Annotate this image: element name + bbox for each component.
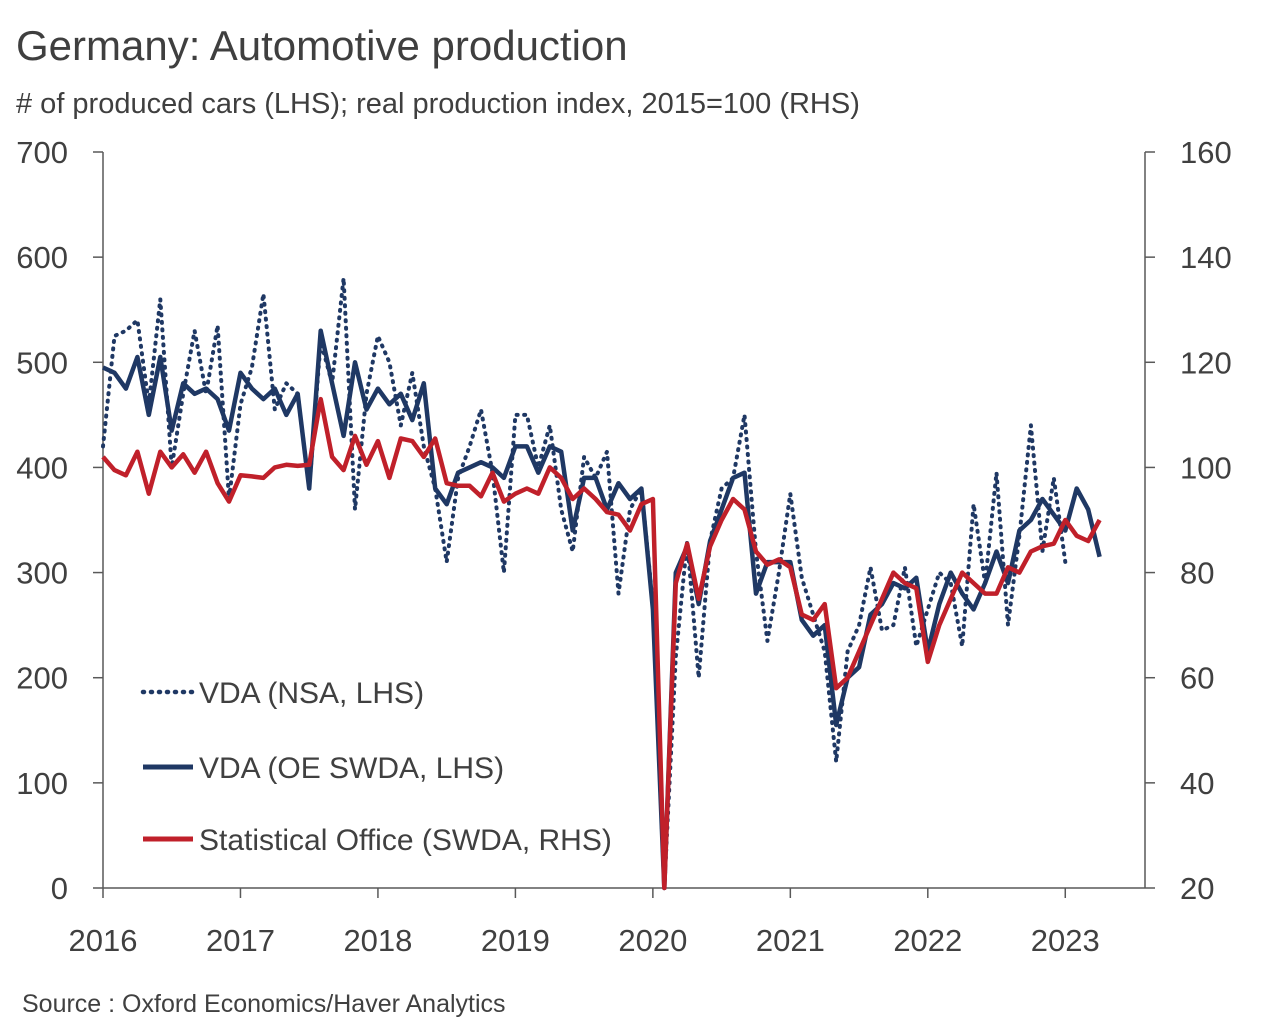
left-tick-label: 300 <box>16 556 68 591</box>
chart-subtitle: # of produced cars (LHS); real productio… <box>16 88 860 120</box>
left-tick-label: 200 <box>16 661 68 696</box>
series-lines <box>101 276 1102 891</box>
series-stat-office-legend-label: Statistical Office (SWDA, RHS) <box>199 824 612 857</box>
left-tick-label: 0 <box>51 871 68 906</box>
right-tick-label: 100 <box>1180 450 1232 485</box>
x-tick-label: 2017 <box>206 923 275 958</box>
axes: 0 100 200 300 400 500 600 700 20 40 60 80 100 120 140 1… <box>16 135 1231 958</box>
series-vda-nsa-legend-label: VDA (NSA, LHS) <box>199 677 424 710</box>
x-tick-label: 2020 <box>618 923 687 958</box>
left-tick-label: 100 <box>16 766 68 801</box>
x-tick-label: 2021 <box>756 923 825 958</box>
x-tick-label: 2022 <box>893 923 962 958</box>
x-tick-label: 2016 <box>69 923 138 958</box>
chart-title: Germany: Automotive production <box>16 22 628 69</box>
left-tick-label: 600 <box>16 240 68 275</box>
left-tick-label: 500 <box>16 345 68 380</box>
left-tick-label: 700 <box>16 135 68 170</box>
left-tick-label: 400 <box>16 450 68 485</box>
right-tick-label: 80 <box>1180 556 1214 591</box>
right-tick-label: 20 <box>1180 871 1214 906</box>
source-note: Source : Oxford Economics/Haver Analytic… <box>22 990 506 1018</box>
x-tick-label: 2023 <box>1031 923 1100 958</box>
series-stat-office <box>101 396 1102 891</box>
legend: VDA (NSA, LHS) VDA (OE SWDA, LHS) Statisti… <box>140 677 612 857</box>
right-tick-label: 40 <box>1180 766 1214 801</box>
right-tick-label: 160 <box>1180 135 1232 170</box>
series-vda-oe-swda-legend-label: VDA (OE SWDA, LHS) <box>199 752 504 785</box>
right-tick-label: 140 <box>1180 240 1232 275</box>
series-vda-nsa <box>101 276 1068 890</box>
x-tick-label: 2019 <box>481 923 550 958</box>
series-vda-oe-swda <box>102 328 1102 891</box>
right-tick-label: 120 <box>1180 345 1232 380</box>
x-tick-label: 2018 <box>343 923 412 958</box>
right-tick-label: 60 <box>1180 661 1214 696</box>
